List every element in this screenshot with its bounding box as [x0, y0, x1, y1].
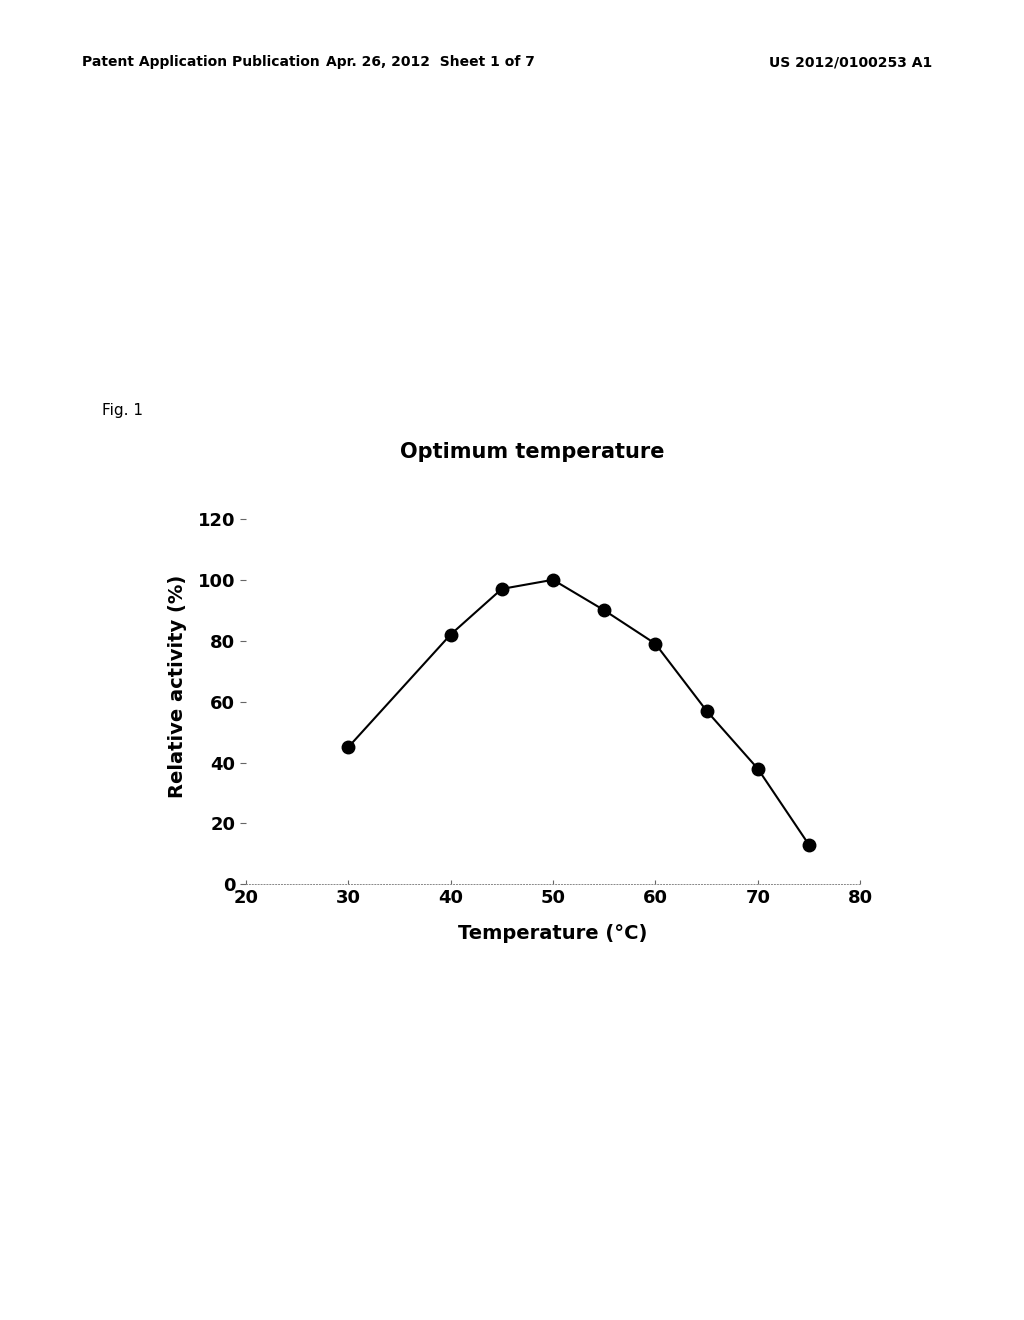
Text: Patent Application Publication: Patent Application Publication — [82, 55, 319, 70]
Text: Apr. 26, 2012  Sheet 1 of 7: Apr. 26, 2012 Sheet 1 of 7 — [326, 55, 535, 70]
X-axis label: Temperature (°C): Temperature (°C) — [459, 924, 647, 942]
Text: Fig. 1: Fig. 1 — [102, 403, 143, 417]
Text: Optimum temperature: Optimum temperature — [400, 442, 665, 462]
Y-axis label: Relative activity (%): Relative activity (%) — [168, 574, 186, 799]
Text: US 2012/0100253 A1: US 2012/0100253 A1 — [769, 55, 932, 70]
